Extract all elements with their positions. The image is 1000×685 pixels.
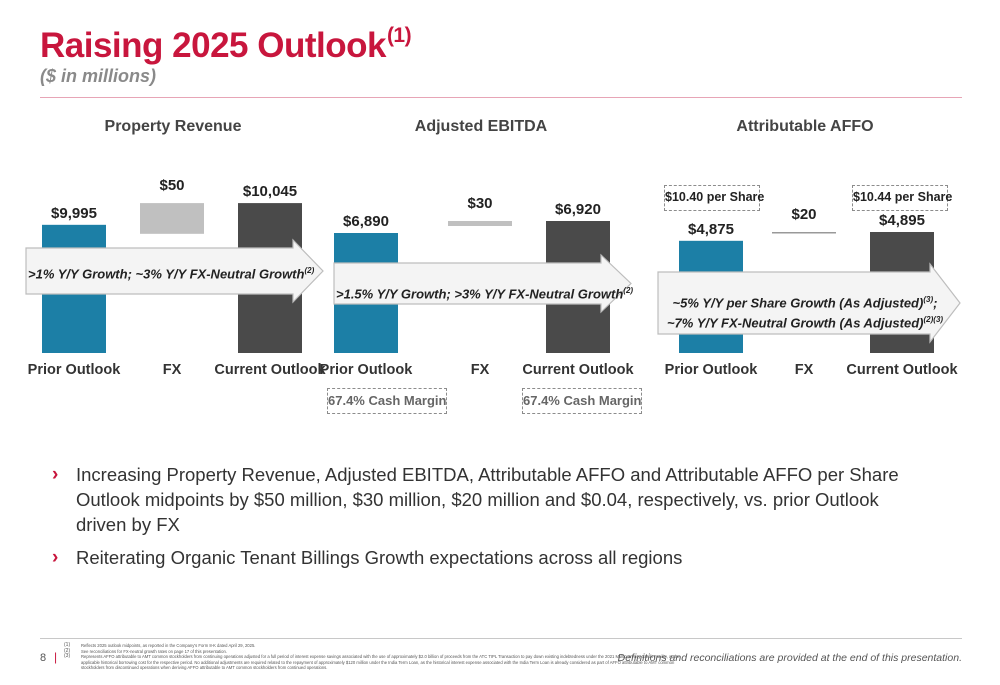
title-divider: [40, 97, 962, 98]
bullet-list: › Increasing Property Revenue, Adjusted E…: [52, 462, 932, 578]
category-label: Prior Outlook: [320, 362, 414, 378]
category-label: FX: [795, 362, 814, 378]
chart-title: Adjusted EBITDA: [414, 118, 548, 135]
growth-arrow: [25, 238, 324, 304]
footnotes: Reflects 2025 outlook midpoints, as repo…: [81, 643, 681, 671]
definitions-note: Definitions and reconciliations are prov…: [617, 652, 962, 664]
title-footnote-ref: (1): [386, 24, 412, 47]
growth-arrow-text: >1.5% Y/Y Growth; >3% Y/Y FX-Neutral Gro…: [336, 286, 634, 302]
category-label: Current Outlook: [846, 362, 958, 378]
category-label: FX: [471, 362, 490, 378]
value-label: $4,895: [879, 212, 925, 229]
growth-arrow-text: >1% Y/Y Growth; ~3% Y/Y FX-Neutral Growt…: [28, 266, 315, 282]
footnote-3: Represents AFFO attributable to AMT comm…: [81, 654, 680, 670]
chart-title: Attributable AFFO: [736, 118, 874, 135]
property-revenue-svg: $9,995 $50 $10,045 Prior Outlook FX Current O…: [25, 177, 327, 378]
cash-margin-current-box: 67.4% Cash Margin: [522, 388, 642, 414]
chevron-right-icon: ›: [52, 464, 59, 485]
page-subtitle: ($ in millions): [40, 66, 157, 86]
bar-fx: [772, 232, 836, 234]
adjusted-ebitda-chart: Adjusted EBITDA $6,890 $30 $6,920 Prior Out…: [320, 110, 636, 410]
page-separator: |: [54, 650, 58, 664]
value-label: $10,045: [243, 183, 297, 200]
chart-title: Property Revenue: [104, 118, 242, 135]
per-share-current-box: $10.44 per Share: [852, 185, 952, 211]
attributable-affo-chart: Attributable AFFO $4,875 $20 $4,895 Prior O…: [650, 110, 961, 410]
value-label: $20: [791, 206, 816, 223]
cash-margin-prior-box: 67.4% Cash Margin: [327, 388, 447, 414]
category-label: Current Outlook: [214, 362, 326, 378]
category-label: Prior Outlook: [28, 362, 122, 378]
footnote-marks: (1) (2) (3): [64, 642, 71, 659]
footnote-2: See reconciliations for FX-neutral growt…: [81, 648, 227, 654]
per-share-prior-box: $10.40 per Share: [664, 185, 764, 211]
category-label: FX: [163, 362, 182, 378]
page-title: Raising 2025 Outlook(1): [40, 24, 412, 65]
value-label: $9,995: [51, 205, 97, 222]
adjusted-ebitda-svg: $6,890 $30 $6,920 Prior Outlook FX Current Ou…: [320, 195, 635, 378]
bullet-item: › Reiterating Organic Tenant Billings Gro…: [52, 547, 683, 568]
page-number: 8: [40, 652, 47, 664]
growth-arrow: [333, 253, 632, 314]
value-label: $6,920: [555, 201, 601, 218]
footnote-1: Reflects 2025 outlook midpoints, as repo…: [81, 643, 256, 648]
value-label: $6,890: [343, 213, 389, 230]
value-label: $4,875: [688, 221, 734, 238]
property-revenue-chart: Property Revenue $9,995 $50 $10,045 Prior O…: [18, 110, 328, 410]
growth-arrow: [657, 262, 961, 344]
attributable-affo-svg: $4,875 $20 $4,895 Prior Outlook FX Current Ou…: [657, 206, 961, 378]
category-label: Prior Outlook: [665, 362, 759, 378]
chevron-right-icon: ›: [52, 547, 59, 568]
value-label: $30: [467, 195, 492, 212]
footer-divider: [40, 638, 962, 639]
value-label: $50: [159, 177, 184, 194]
bar-fx: [448, 221, 512, 226]
bar-fx: [140, 203, 204, 234]
growth-arrow-text: ~5% Y/Y per Share Growth (As Adjusted)(3…: [666, 295, 944, 331]
bullet-item: › Increasing Property Revenue, Adjusted E…: [52, 464, 899, 535]
category-label: Current Outlook: [522, 362, 634, 378]
